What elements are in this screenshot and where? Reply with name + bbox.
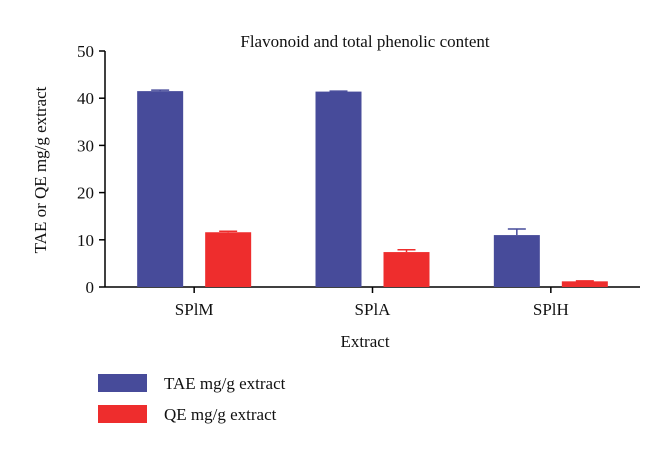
legend-label: QE mg/g extract (164, 405, 277, 424)
chart-title: Flavonoid and total phenolic content (240, 32, 490, 51)
y-tick-label: 50 (77, 42, 94, 61)
bar (561, 281, 608, 287)
x-tick-label: SPlA (355, 300, 392, 319)
y-tick-label: 40 (77, 89, 94, 108)
y-tick-label: 10 (77, 231, 94, 250)
legend-label: TAE mg/g extract (164, 374, 286, 393)
y-tick-label: 0 (86, 278, 95, 297)
legend-swatch (98, 405, 147, 423)
y-axis-label: TAE or QE mg/g extract (31, 86, 50, 253)
plot-area: 0 10 20 30 40 50 SPlM SPlA SPlH TAE mg/g extract Q… (77, 42, 640, 424)
bar (383, 252, 430, 287)
bar (137, 91, 184, 288)
bar (315, 91, 362, 287)
y-tick-label: 20 (77, 184, 94, 203)
x-tick-label: SPlH (533, 300, 569, 319)
bar (205, 232, 252, 287)
legend-swatch (98, 374, 147, 392)
x-tick-label: SPlM (175, 300, 214, 319)
x-axis-label: Extract (340, 332, 389, 351)
y-tick-label: 30 (77, 136, 94, 155)
bar (493, 235, 540, 287)
